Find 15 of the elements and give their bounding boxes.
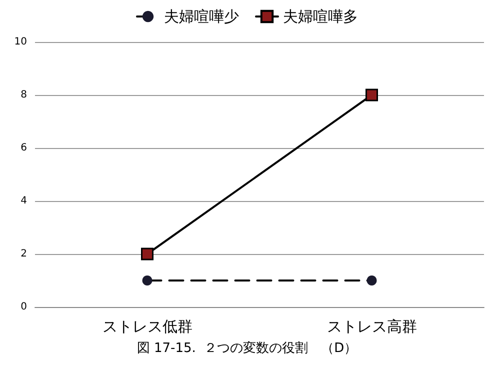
- y-tick-label: 6: [20, 142, 27, 154]
- x-tick-label: ストレス高群: [326, 318, 417, 336]
- caption: 図 17-15. ２つの変数の役割 （D）: [136, 340, 358, 356]
- legend-label: 夫婦喧嘩少: [164, 8, 239, 26]
- y-tick-label: 2: [20, 248, 27, 260]
- y-tick-label: 8: [20, 90, 27, 100]
- y-tick-label: 0: [20, 302, 27, 312]
- y-tick-label: 10: [14, 36, 27, 48]
- point: [366, 88, 378, 102]
- y-tick-label: 4: [20, 196, 27, 206]
- point: [141, 248, 154, 260]
- point: [366, 276, 377, 286]
- point: [142, 276, 152, 286]
- x-tick-label: ストレス低群: [102, 318, 192, 336]
- legend-label: 夫婦喧嘩多: [283, 8, 358, 26]
